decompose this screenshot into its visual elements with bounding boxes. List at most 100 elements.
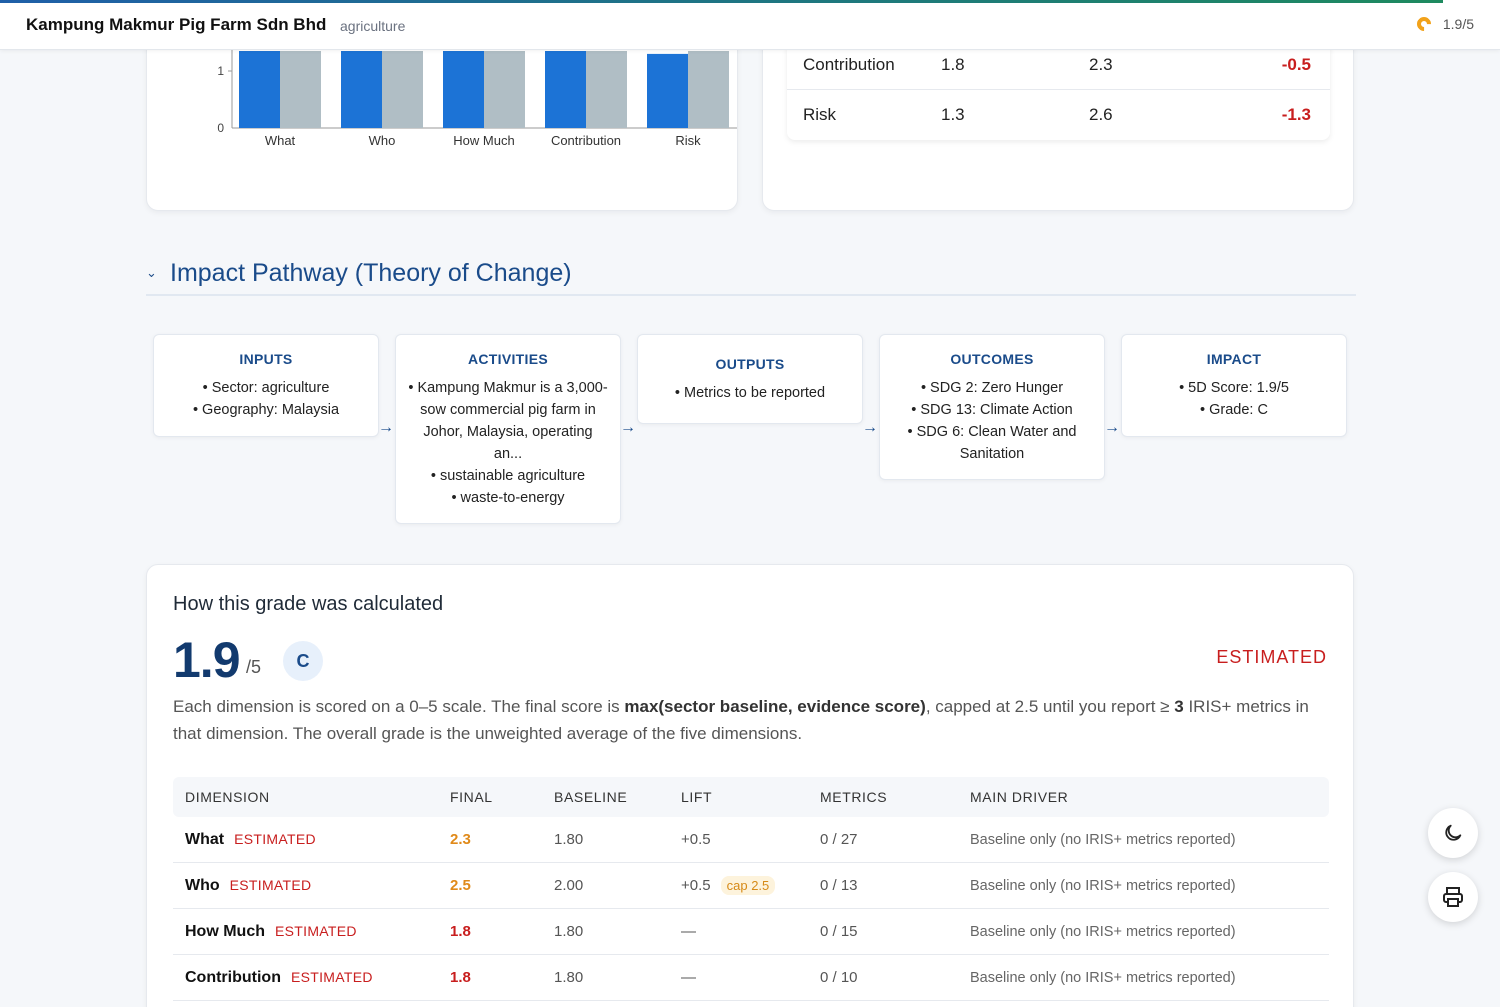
lift-value: +0.5: [681, 831, 711, 848]
dimension-name: Who: [185, 876, 220, 894]
pathway-item: • Kampung Makmur is a 3,000-sow commerci…: [408, 380, 608, 462]
baseline-score: 1.80: [554, 831, 584, 848]
metrics-count: 0 / 15: [820, 923, 858, 940]
company-name: Kampung Makmur Pig Farm Sdn Bhd: [26, 15, 327, 34]
dimension-name: How Much: [185, 922, 265, 940]
lift-cell: —: [681, 969, 820, 986]
table-row: Who ESTIMATED 2.5 2.00 +0.5 cap 2.5 0 / 13 Base…: [173, 863, 1329, 909]
bar-who-series-1: [341, 51, 382, 128]
pathway-box-inputs: INPUTS • Sector: agriculture • Geography: …: [153, 334, 379, 437]
overall-score: 1.9: [173, 632, 241, 688]
metrics-count: 0 / 13: [820, 877, 858, 894]
comparison-dimension: Contribution: [803, 54, 895, 74]
score-scale: /5: [246, 657, 262, 677]
grade-description: Each dimension is scored on a 0–5 scale.…: [173, 697, 1309, 743]
table-row: Contribution ESTIMATED 1.8 1.80 — 0 / 10 Basel…: [173, 955, 1329, 1001]
x-tick-label: Who: [369, 133, 396, 148]
lift-cell: +0.5 cap 2.5: [681, 876, 820, 895]
col-header-final: FINAL: [450, 789, 493, 805]
comparison-value-b: 2.3: [1089, 54, 1113, 74]
table-row: What ESTIMATED 2.3 1.80 +0.5 0 / 27 Baseline o…: [173, 817, 1329, 863]
chevron-down-icon[interactable]: ⌄: [146, 265, 157, 280]
bar-what-series-1: [239, 51, 280, 128]
print-button[interactable]: [1428, 872, 1478, 922]
dimension-cell: Who ESTIMATED: [173, 877, 450, 895]
baseline-score: 2.00: [554, 877, 584, 894]
sector-label: agriculture: [340, 18, 406, 34]
bar-how-much-series-2: [484, 51, 525, 128]
pathway-item: • waste-to-energy: [451, 490, 565, 506]
dimension-name: Contribution: [185, 968, 281, 986]
dimension-table: DIMENSION FINAL BASELINE LIFT METRICS MA…: [173, 777, 1329, 1001]
x-tick-label: How Much: [453, 133, 514, 148]
pathway-arrow-icon: →: [378, 419, 394, 436]
main-driver: Baseline only (no IRIS+ metrics reported…: [970, 969, 1236, 986]
bar-contribution-series-2: [586, 51, 627, 128]
bar-risk-series-1: [647, 53, 688, 128]
dimension-bar-chart: 1 0 What Who How Much Contribution Risk: [217, 40, 737, 148]
grade-card-title: How this grade was calculated: [173, 593, 444, 615]
bar-what-series-2: [280, 51, 321, 128]
top-bar: Kampung Makmur Pig Farm Sdn Bhd agricult…: [0, 0, 1500, 50]
grade-calculation-card: How this grade was calculated 1.9 /5 C E…: [146, 564, 1354, 1007]
score-pill[interactable]: 1.9/5: [1413, 14, 1474, 34]
pathway-box-impact: IMPACT • 5D Score: 1.9/5 • Grade: C: [1121, 334, 1347, 437]
col-header-baseline: BASELINE: [554, 789, 628, 805]
section-title: Impact Pathway (Theory of Change): [170, 258, 572, 287]
dimension-cell: What ESTIMATED: [173, 831, 450, 849]
comparison-value-a: 1.8: [941, 54, 965, 74]
pathway-box-activities: ACTIVITIES • Kampung Makmur is a 3,000-so…: [395, 334, 621, 524]
final-score: 2.5: [450, 877, 471, 894]
pathway-item: • 5D Score: 1.9/5: [1179, 380, 1289, 396]
dimension-status: ESTIMATED: [275, 922, 357, 939]
dimension-cell: How Much ESTIMATED: [173, 923, 450, 941]
pathway-arrow-icon: →: [1104, 419, 1120, 436]
lift-value: —: [681, 969, 696, 986]
col-header-main-driver: MAIN DRIVER: [970, 789, 1069, 805]
pathway-item: • sustainable agriculture: [430, 468, 586, 484]
dimension-status: ESTIMATED: [234, 830, 316, 847]
dimension-status: ESTIMATED: [229, 876, 312, 893]
lift-value: —: [681, 923, 696, 940]
x-tick-label: What: [265, 133, 296, 148]
comparison-row: Risk 1.3 2.6 -1.3: [787, 90, 1330, 140]
pathway-box-outputs: OUTPUTS • Metrics to be reported: [637, 334, 863, 424]
bar-contribution-series-1: [545, 51, 586, 128]
printer-icon: [1443, 887, 1463, 907]
pathway-item: • SDG 13: Climate Action: [911, 402, 1073, 418]
comparison-table: Contribution 1.8 2.3 -0.5 Risk 1.3 2.6 -1.3: [787, 40, 1330, 140]
theme-toggle-button[interactable]: [1428, 808, 1478, 858]
gauge-icon: [1413, 14, 1434, 34]
y-tick-label: 1: [217, 64, 224, 78]
dimension-cell: Contribution ESTIMATED: [173, 969, 450, 987]
final-score: 2.3: [450, 831, 471, 848]
metrics-count: 0 / 10: [820, 969, 858, 986]
comparison-value-b: 2.6: [1089, 105, 1113, 124]
final-score: 1.8: [450, 923, 471, 940]
lift-cell: —: [681, 923, 820, 940]
comparison-dimension: Risk: [803, 105, 837, 124]
main-driver: Baseline only (no IRIS+ metrics reported…: [970, 923, 1236, 940]
pathway-box-title: INPUTS: [239, 351, 293, 367]
lift-value: +0.5: [681, 877, 711, 894]
impact-pathway-header[interactable]: ⌄ Impact Pathway (Theory of Change): [146, 252, 1356, 296]
pathway-item: • Metrics to be reported: [674, 385, 826, 401]
pathway-item: • Sector: agriculture: [202, 380, 330, 396]
dimension-name: What: [185, 830, 225, 848]
moon-icon: [1445, 824, 1462, 841]
bar-how-much-series-1: [443, 51, 484, 128]
pathway-item: • Geography: Malaysia: [192, 402, 340, 418]
pathway-item: • Grade: C: [1200, 402, 1268, 418]
main-driver: Baseline only (no IRIS+ metrics reported…: [970, 877, 1236, 894]
pathway-arrow-icon: →: [620, 419, 636, 436]
metrics-count: 0 / 27: [820, 831, 858, 848]
baseline-score: 1.80: [554, 969, 584, 986]
bar-risk-series-2: [688, 51, 729, 128]
y-tick-label: 0: [217, 121, 224, 135]
comparison-value-a: 1.3: [941, 105, 965, 124]
lift-cell: +0.5: [681, 831, 820, 848]
comparison-delta: -0.5: [1281, 54, 1311, 74]
col-header-metrics: METRICS: [820, 789, 888, 805]
dimension-rows: What ESTIMATED 2.3 1.80 +0.5 0 / 27 Baseline o…: [173, 817, 1329, 1001]
pathway-box-title: OUTPUTS: [715, 356, 785, 372]
